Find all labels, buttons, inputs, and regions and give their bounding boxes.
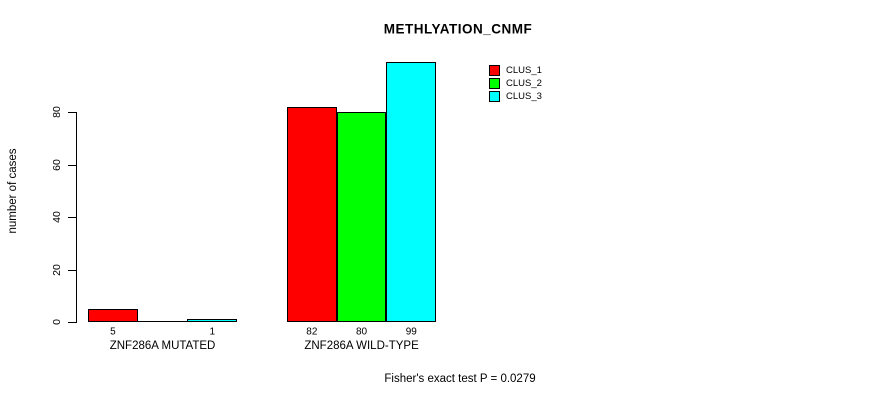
y-tick-label: 60 <box>51 158 63 171</box>
bar-value-label: 1 <box>209 326 216 338</box>
group-label: ZNF286A MUTATED <box>109 340 216 352</box>
legend-swatch <box>489 78 500 89</box>
y-axis-label: number of cases <box>7 148 19 234</box>
y-axis-line <box>76 112 77 323</box>
bar-value-label: 82 <box>306 326 318 338</box>
y-tick <box>68 269 76 271</box>
bar <box>88 309 138 322</box>
legend-swatch <box>489 91 500 102</box>
legend: CLUS_1 CLUS_2 CLUS_3 <box>489 64 542 103</box>
bar <box>336 112 387 322</box>
bar-value-label: 5 <box>110 326 116 338</box>
bar-value-label: 99 <box>405 326 417 338</box>
legend-row: CLUS_1 <box>489 64 542 77</box>
legend-label: CLUS_2 <box>506 78 542 89</box>
y-tick-label: 20 <box>51 263 63 276</box>
y-tick-label: 40 <box>51 211 63 223</box>
legend-row: CLUS_2 <box>489 77 542 90</box>
y-tick-label: 80 <box>51 106 63 118</box>
y-tick <box>68 112 76 113</box>
bar <box>386 62 437 322</box>
bar <box>287 107 337 322</box>
y-tick <box>68 322 76 323</box>
bar-value-label: 80 <box>355 326 368 338</box>
bar <box>137 321 188 322</box>
legend-label: CLUS_3 <box>506 91 542 102</box>
group-label: ZNF286A WILD-TYPE <box>304 340 419 352</box>
y-tick-label: 0 <box>51 319 63 325</box>
legend-row: CLUS_3 <box>489 90 542 103</box>
legend-swatch <box>489 65 500 76</box>
y-tick <box>68 217 76 218</box>
legend-label: CLUS_1 <box>506 65 542 76</box>
chart-title: METHLYATION_CNMF <box>383 21 533 37</box>
bar <box>187 319 238 322</box>
footnote: Fisher's exact test P = 0.0279 <box>384 373 536 385</box>
y-tick <box>68 164 76 166</box>
